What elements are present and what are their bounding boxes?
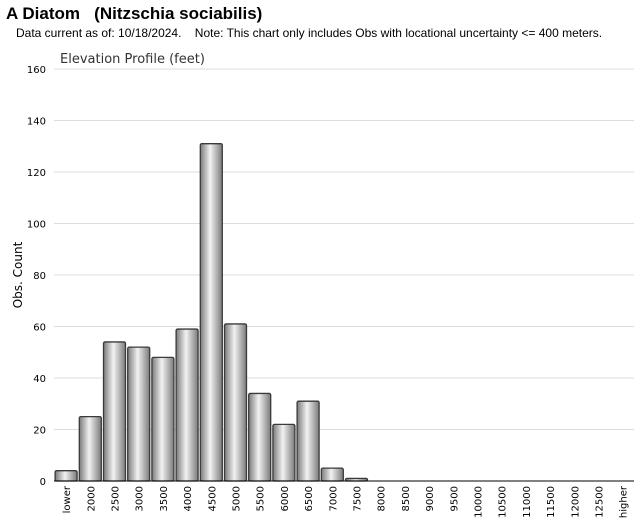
x-tick-label: 5500	[256, 486, 267, 511]
x-tick-label: 2500	[111, 486, 122, 511]
x-tick-label: 12500	[595, 486, 606, 518]
y-axis-label: Obs. Count	[11, 241, 25, 308]
x-tick-label: 10000	[474, 486, 485, 518]
gridlines	[54, 68, 634, 430]
bar	[296, 400, 320, 482]
bar	[78, 415, 102, 482]
x-tick-label: 11000	[522, 486, 533, 518]
x-tick-label: 4000	[183, 486, 194, 511]
bars	[54, 143, 369, 482]
y-tick-label: 20	[33, 426, 46, 437]
y-tick-label: 60	[33, 323, 46, 334]
y-tick-label: 160	[27, 65, 46, 76]
x-tick-label: 7500	[353, 486, 364, 511]
y-tick-label: 120	[27, 168, 46, 179]
bar	[223, 323, 248, 482]
x-tick-label: 9500	[449, 486, 460, 511]
y-tick-label: 140	[27, 117, 46, 128]
bar	[320, 467, 344, 482]
bar	[175, 328, 199, 482]
axes: 0 20 40 60 80 100 120 140 160 lower 2000 2500 3000 35…	[27, 65, 634, 518]
x-tick-label: 11500	[546, 486, 557, 518]
y-tick-label: 0	[40, 477, 46, 488]
bar	[248, 392, 272, 482]
x-tick-label: 3000	[135, 486, 146, 511]
bar	[199, 143, 223, 482]
bar	[151, 356, 175, 482]
x-tick-label: 8500	[401, 486, 412, 511]
x-tick-label: 3500	[159, 486, 170, 511]
bar	[54, 470, 78, 482]
x-tick-label: 9000	[425, 486, 436, 511]
x-tick-label: 10500	[498, 486, 509, 518]
y-tick-label: 80	[33, 271, 46, 282]
x-tick-label: higher	[619, 485, 630, 518]
chart-title: A Diatom (Nitzschia sociabilis)	[6, 4, 263, 23]
data-note: Data current as of: 10/18/2024. Note: Th…	[16, 26, 603, 40]
bar	[272, 423, 296, 482]
bar	[102, 341, 127, 482]
x-tick-label: 2000	[86, 486, 97, 511]
x-tick-label: 6000	[280, 486, 291, 511]
x-tick-label: 4500	[207, 486, 218, 511]
x-tick-label: lower	[62, 485, 73, 513]
plot-title: Elevation Profile (feet)	[60, 52, 205, 67]
bar	[127, 346, 151, 482]
x-tick-label: 7000	[328, 486, 339, 511]
y-tick-label: 100	[27, 220, 46, 231]
x-tick-label: 6500	[304, 486, 315, 511]
x-tick-label: 8000	[377, 486, 388, 511]
x-tick-label: 5000	[232, 486, 243, 511]
x-tick-label: 12000	[570, 486, 581, 518]
y-tick-label: 40	[33, 374, 46, 385]
